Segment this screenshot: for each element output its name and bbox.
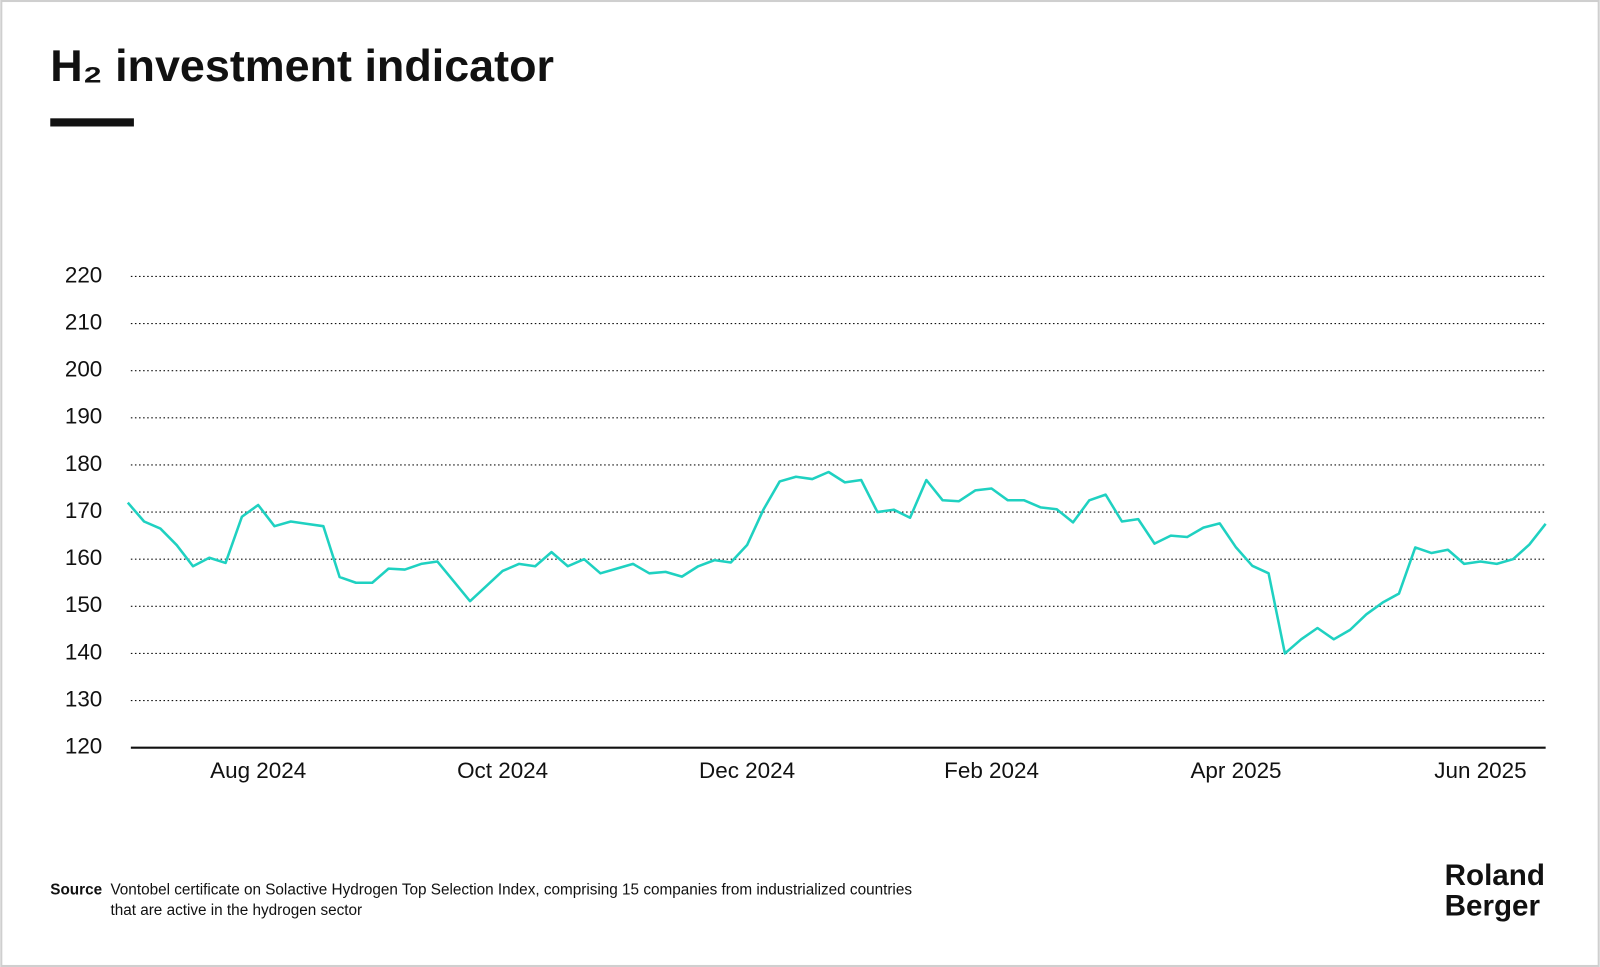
y-tick-label: 160 (65, 545, 102, 570)
source-label: Source (50, 882, 102, 899)
y-tick-label: 150 (65, 592, 102, 617)
y-tick-label: 210 (65, 309, 102, 334)
y-tick-label: 190 (65, 404, 102, 429)
x-tick-label: Oct 2024 (457, 758, 548, 783)
title-bar (50, 118, 134, 127)
brand: Berger (1445, 890, 1541, 923)
y-tick-label: 220 (65, 262, 102, 287)
brand: Roland (1445, 859, 1545, 892)
source-text: Vontobel certificate on Solactive Hydrog… (110, 882, 912, 899)
y-tick-label: 200 (65, 357, 102, 382)
chart-title: H₂ investment indicator (50, 40, 554, 91)
x-tick-label: Aug 2024 (210, 758, 306, 783)
y-tick-label: 120 (65, 734, 102, 759)
x-tick-label: Dec 2024 (699, 758, 795, 783)
y-tick-label: 170 (65, 498, 102, 523)
x-tick-label: Jun 2025 (1434, 758, 1526, 783)
source-text: that are active in the hydrogen sector (110, 902, 362, 919)
y-tick-label: 130 (65, 686, 102, 711)
y-tick-label: 140 (65, 639, 102, 664)
x-tick-label: Feb 2024 (944, 758, 1039, 783)
y-tick-label: 180 (65, 451, 102, 476)
line (126, 470, 1547, 655)
x-tick-label: Apr 2025 (1190, 758, 1281, 783)
